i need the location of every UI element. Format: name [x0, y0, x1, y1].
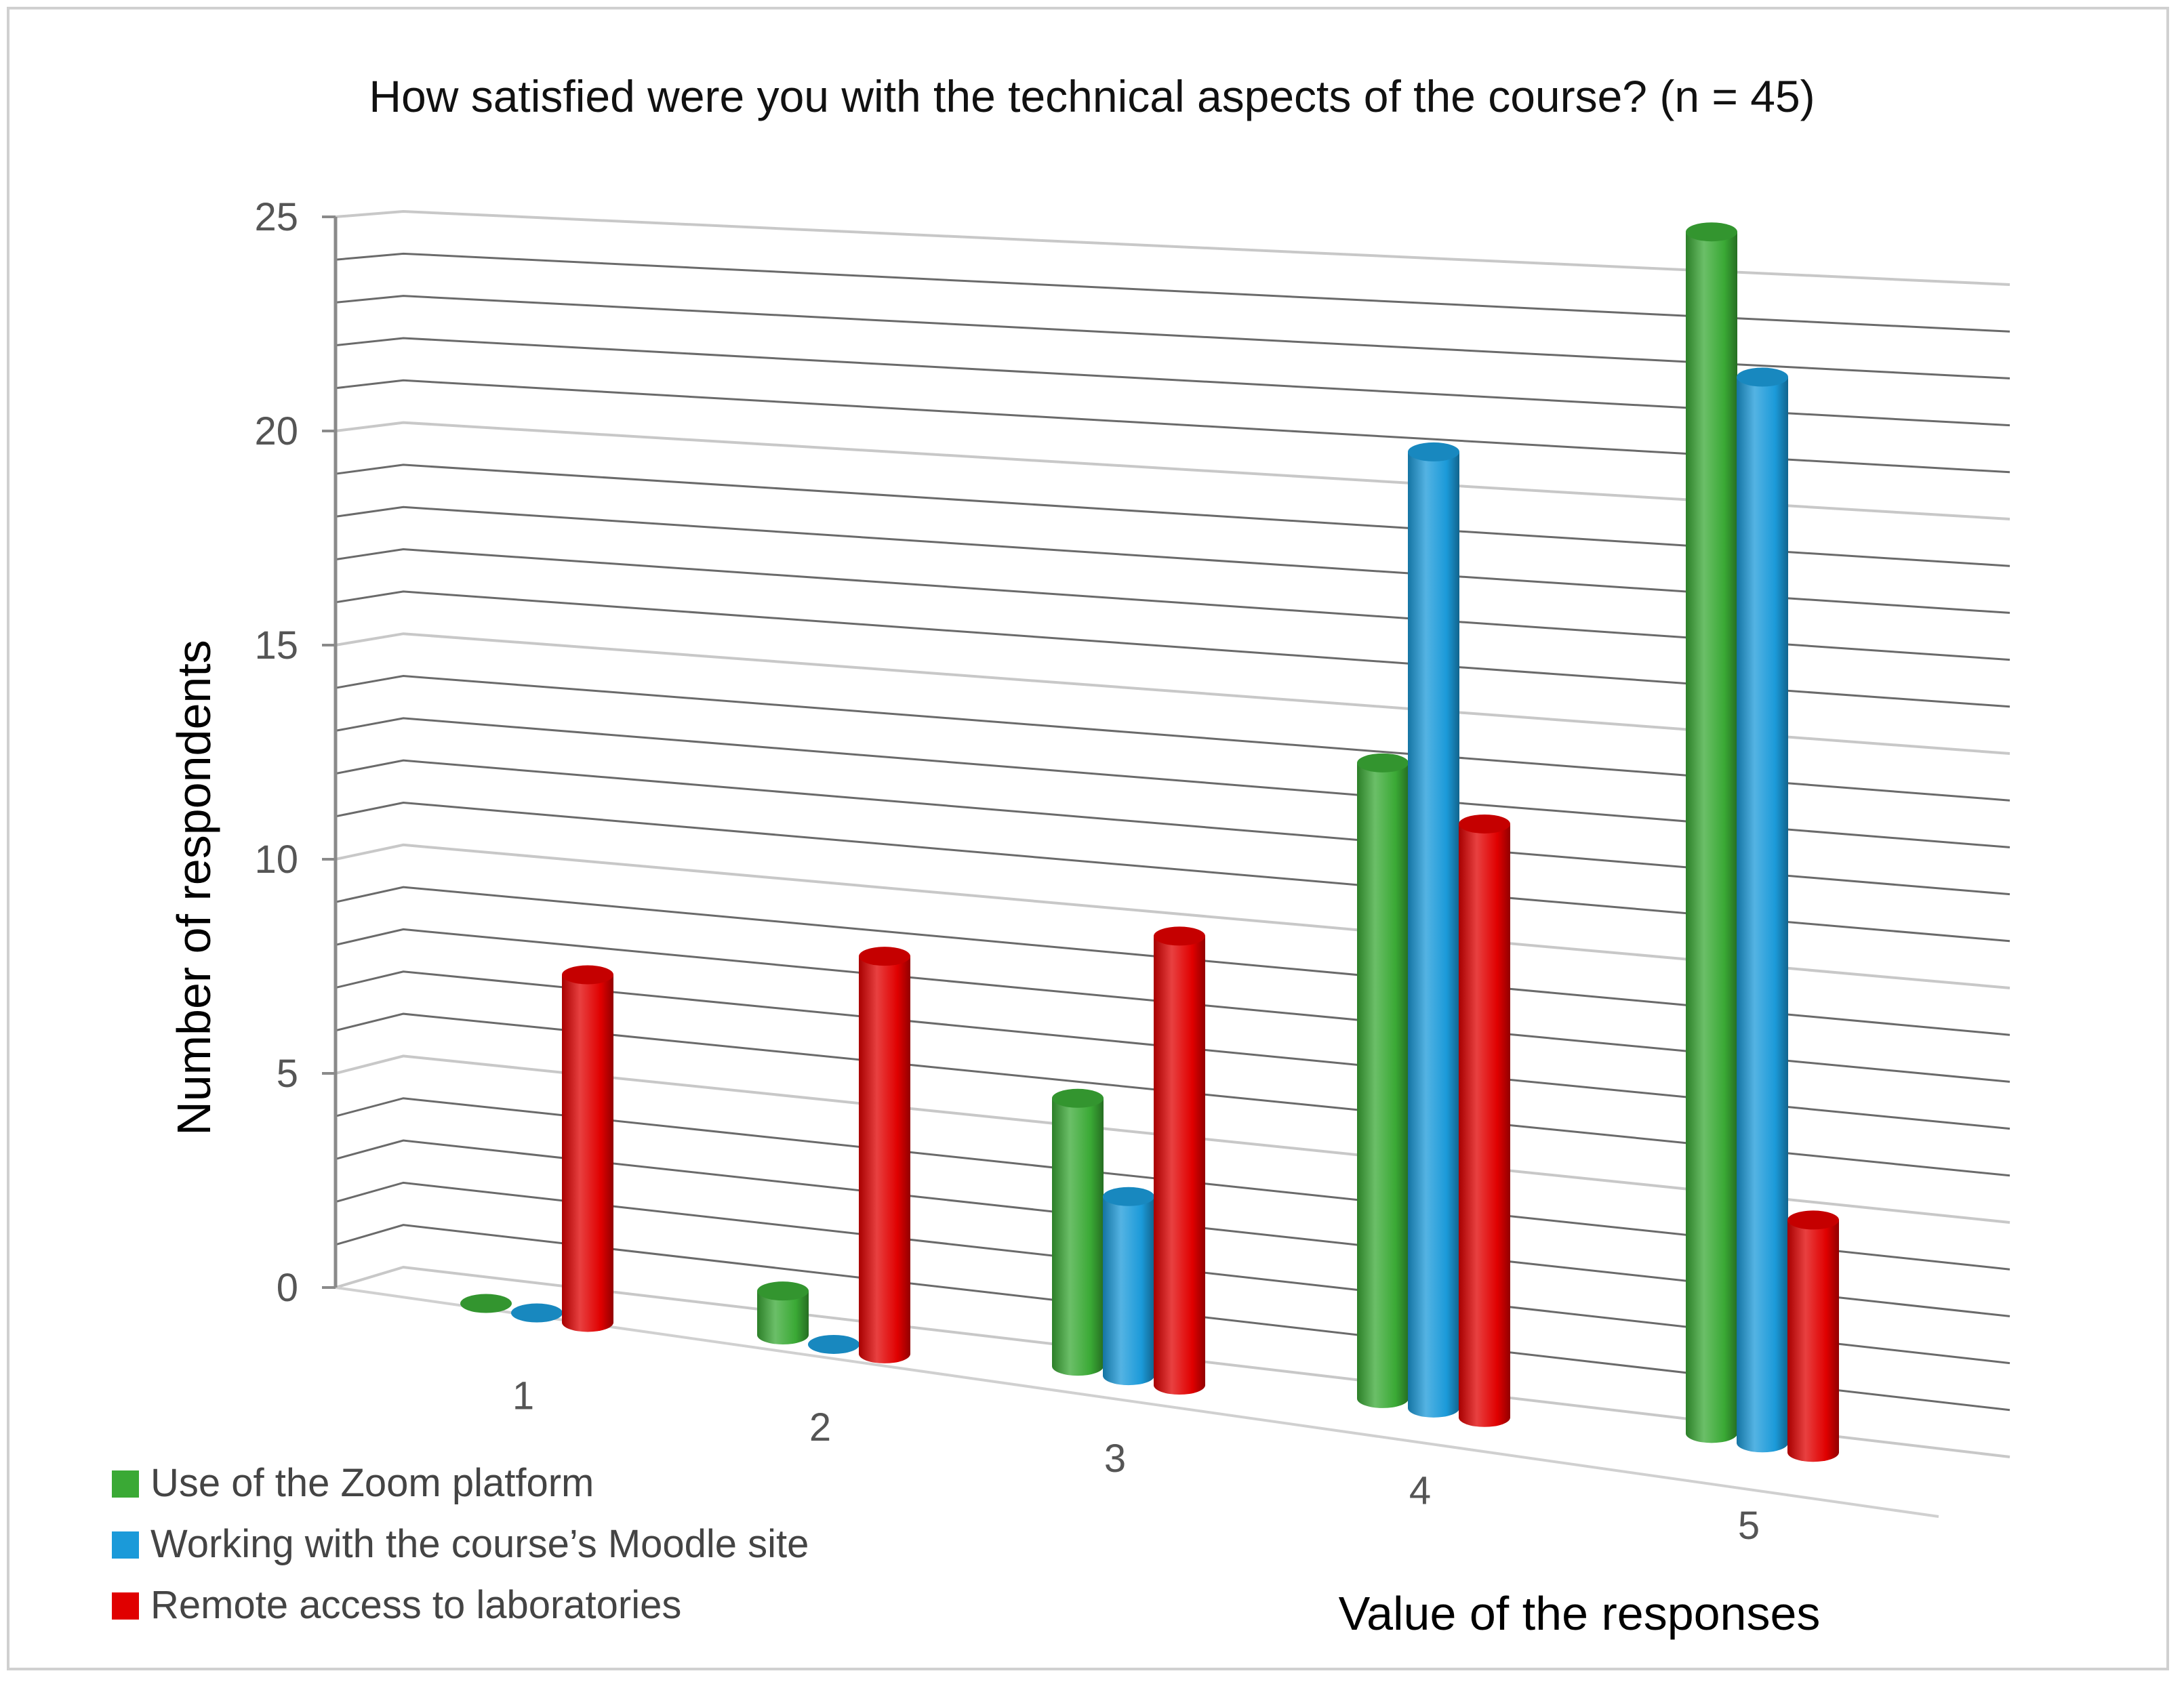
y-tick-label: 10: [254, 838, 298, 882]
bar-top: [1052, 1088, 1104, 1108]
x-tick-labels: 1 2 3 4 5: [512, 1374, 1760, 1548]
bar-top: [511, 1303, 563, 1323]
gridline: [335, 337, 2010, 427]
y-tick-labels: 0 5 10 15 20 25: [254, 195, 298, 1310]
bar-body: [1103, 1196, 1154, 1386]
bar-body: [1737, 377, 1788, 1453]
x-axis-title: Value of the responses: [1339, 1587, 1821, 1640]
y-tick-label: 5: [277, 1052, 298, 1096]
x-tick-label: 5: [1738, 1504, 1760, 1548]
bar-4-zoom: [1357, 753, 1409, 1408]
bar-5-moodle: [1737, 367, 1788, 1453]
bar-5-labs: [1787, 1210, 1839, 1462]
bar-body: [757, 1291, 809, 1345]
chart-title: How satisfied were you with the technica…: [369, 71, 1815, 121]
gridline: [335, 464, 2010, 567]
bar-top: [1459, 814, 1510, 833]
bars: [460, 222, 1839, 1462]
gridline: [335, 209, 2010, 286]
bar-top: [1737, 367, 1788, 387]
gridline: [335, 252, 2010, 333]
gridline: [335, 548, 2010, 661]
y-tick-label: 20: [254, 409, 298, 453]
bar-body: [1787, 1220, 1839, 1462]
bar-5-zoom: [1686, 222, 1737, 1443]
bar-body: [1408, 451, 1459, 1418]
bar-top: [1787, 1210, 1839, 1230]
gridline: [335, 717, 2010, 848]
bar-3-labs: [1154, 926, 1205, 1395]
bar-3-moodle: [1103, 1187, 1154, 1386]
bar-body: [1459, 823, 1510, 1427]
bar-top: [1686, 222, 1737, 242]
gridline: [335, 590, 2010, 708]
x-tick-label: 4: [1409, 1469, 1431, 1513]
bar-1-moodle: [511, 1303, 563, 1323]
gridline: [335, 421, 2010, 520]
bar-top: [562, 965, 613, 985]
gridline: [335, 379, 2010, 474]
bar-body: [859, 956, 910, 1363]
bar-top: [859, 947, 910, 966]
bar-body: [1357, 762, 1409, 1408]
bar-1-zoom: [460, 1294, 512, 1313]
bar-body: [1052, 1098, 1104, 1376]
legend-label-zoom: Use of the Zoom platform: [150, 1461, 594, 1505]
gridline: [335, 295, 2010, 379]
bar-top: [808, 1334, 860, 1354]
x-tick-label: 3: [1104, 1437, 1126, 1481]
y-axis-title: Number of respondents: [167, 640, 220, 1136]
bar-top: [1408, 442, 1459, 461]
bar-body: [1154, 936, 1205, 1395]
y-tick-label: 0: [277, 1266, 298, 1310]
bar-body: [562, 974, 613, 1332]
bar-2-labs: [859, 947, 910, 1363]
bar-2-zoom: [757, 1281, 809, 1345]
bar-top: [757, 1281, 809, 1301]
y-tick-label: 25: [254, 195, 298, 239]
legend: Use of the Zoom platform Working with th…: [112, 1461, 809, 1627]
bar-1-labs: [562, 965, 613, 1332]
legend-label-labs: Remote access to laboratories: [150, 1583, 681, 1627]
bar-top: [1103, 1187, 1154, 1206]
y-tick-label: 15: [254, 623, 298, 667]
y-axis: [322, 215, 338, 1289]
gridline: [335, 632, 2010, 755]
bar-body: [1686, 232, 1737, 1443]
legend-label-moodle: Working with the course’s Moodle site: [150, 1522, 809, 1566]
legend-swatch-zoom: [112, 1470, 139, 1498]
gridline: [335, 506, 2010, 614]
bar-4-moodle: [1408, 442, 1459, 1418]
legend-swatch-labs: [112, 1592, 139, 1620]
gridline: [335, 675, 2010, 802]
bar-4-labs: [1459, 814, 1510, 1427]
legend-swatch-moodle: [112, 1531, 139, 1559]
bar-top: [1154, 926, 1205, 946]
x-tick-label: 2: [809, 1405, 831, 1449]
bar-3-zoom: [1052, 1088, 1104, 1376]
x-tick-label: 1: [512, 1374, 534, 1418]
bar-top: [1357, 753, 1409, 773]
bar-top: [460, 1294, 512, 1313]
bar-2-moodle: [808, 1334, 860, 1354]
